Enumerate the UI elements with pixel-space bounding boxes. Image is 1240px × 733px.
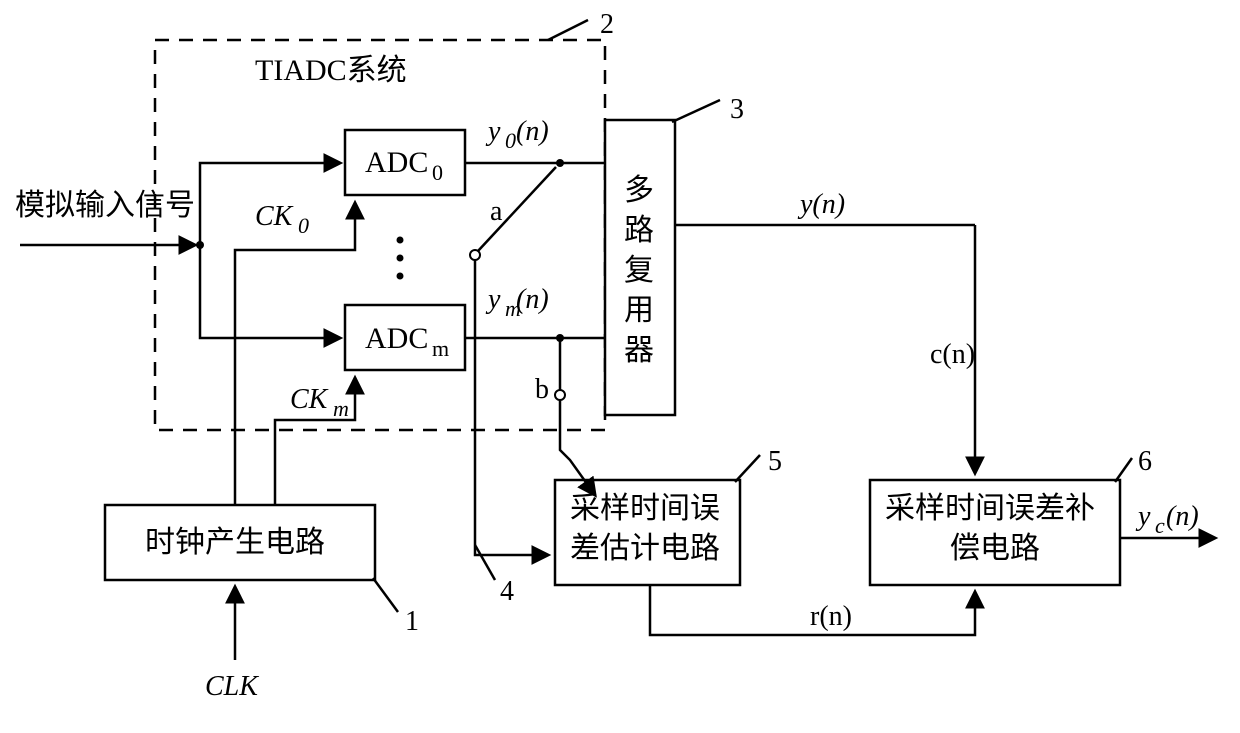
label-input: 模拟输入信号 — [15, 189, 195, 222]
leader-1 — [373, 578, 398, 612]
ref-4: 4 — [500, 576, 514, 607]
y0n-sub: 0 — [505, 128, 516, 153]
label-tiadc: TIADC系统 — [255, 54, 407, 87]
block6-label-b: 偿电路 — [950, 532, 1040, 565]
ycn-arg: (n) — [1166, 501, 1199, 532]
rn-label: r(n) — [810, 601, 852, 632]
ck0-label: CK — [255, 201, 294, 232]
block5-label-b: 差估计电路 — [570, 532, 720, 565]
ycn-sub: c — [1155, 513, 1165, 538]
label-a: a — [490, 196, 503, 227]
ckm-label: CK — [290, 384, 329, 415]
leader-2 — [548, 20, 588, 40]
switch-b-node — [555, 390, 565, 400]
block6-label-a: 采样时间误差补 — [885, 492, 1095, 525]
ymn-y: y — [485, 284, 501, 315]
mux-char5: 器 — [624, 334, 654, 367]
mux-char1: 多 — [624, 174, 654, 207]
ycn-y: y — [1135, 501, 1151, 532]
leader-6 — [1115, 458, 1132, 482]
ref-2: 2 — [600, 9, 614, 40]
tiadc-dashed-box — [155, 40, 605, 430]
ref-1: 1 — [405, 606, 419, 637]
clk-label: CLK — [205, 671, 259, 702]
block5-label-a: 采样时间误 — [570, 492, 720, 525]
adc0-tap — [556, 159, 564, 167]
mux-char4: 用 — [624, 294, 654, 327]
to-adcm-wire — [200, 245, 340, 338]
ckm-sub: m — [333, 396, 349, 421]
ck0-wire — [235, 203, 355, 505]
adc0-sub: 0 — [432, 160, 443, 185]
block1-label: 时钟产生电路 — [145, 526, 325, 559]
ck0-sub: 0 — [298, 213, 309, 238]
mux-char3: 复 — [624, 254, 654, 287]
label-b: b — [535, 374, 549, 405]
ymn-arg: (n) — [516, 284, 549, 315]
y0n-y: y — [485, 116, 501, 147]
leader-3 — [672, 100, 720, 122]
adc0-label: ADC — [365, 146, 428, 179]
leader-5 — [735, 455, 760, 482]
ref-6: 6 — [1138, 446, 1152, 477]
y0n-arg: (n) — [516, 116, 549, 147]
yn-label: y(n) — [797, 189, 845, 220]
switch-pole — [470, 250, 480, 260]
adcm-label: ADC — [365, 322, 428, 355]
ref-5: 5 — [768, 446, 782, 477]
adcm-sub: m — [432, 336, 449, 361]
ref-3: 3 — [730, 94, 744, 125]
mux-char2: 路 — [624, 214, 654, 247]
cn-label: c(n) — [930, 339, 975, 370]
leader-4 — [475, 545, 495, 580]
vertical-dots — [397, 237, 404, 280]
